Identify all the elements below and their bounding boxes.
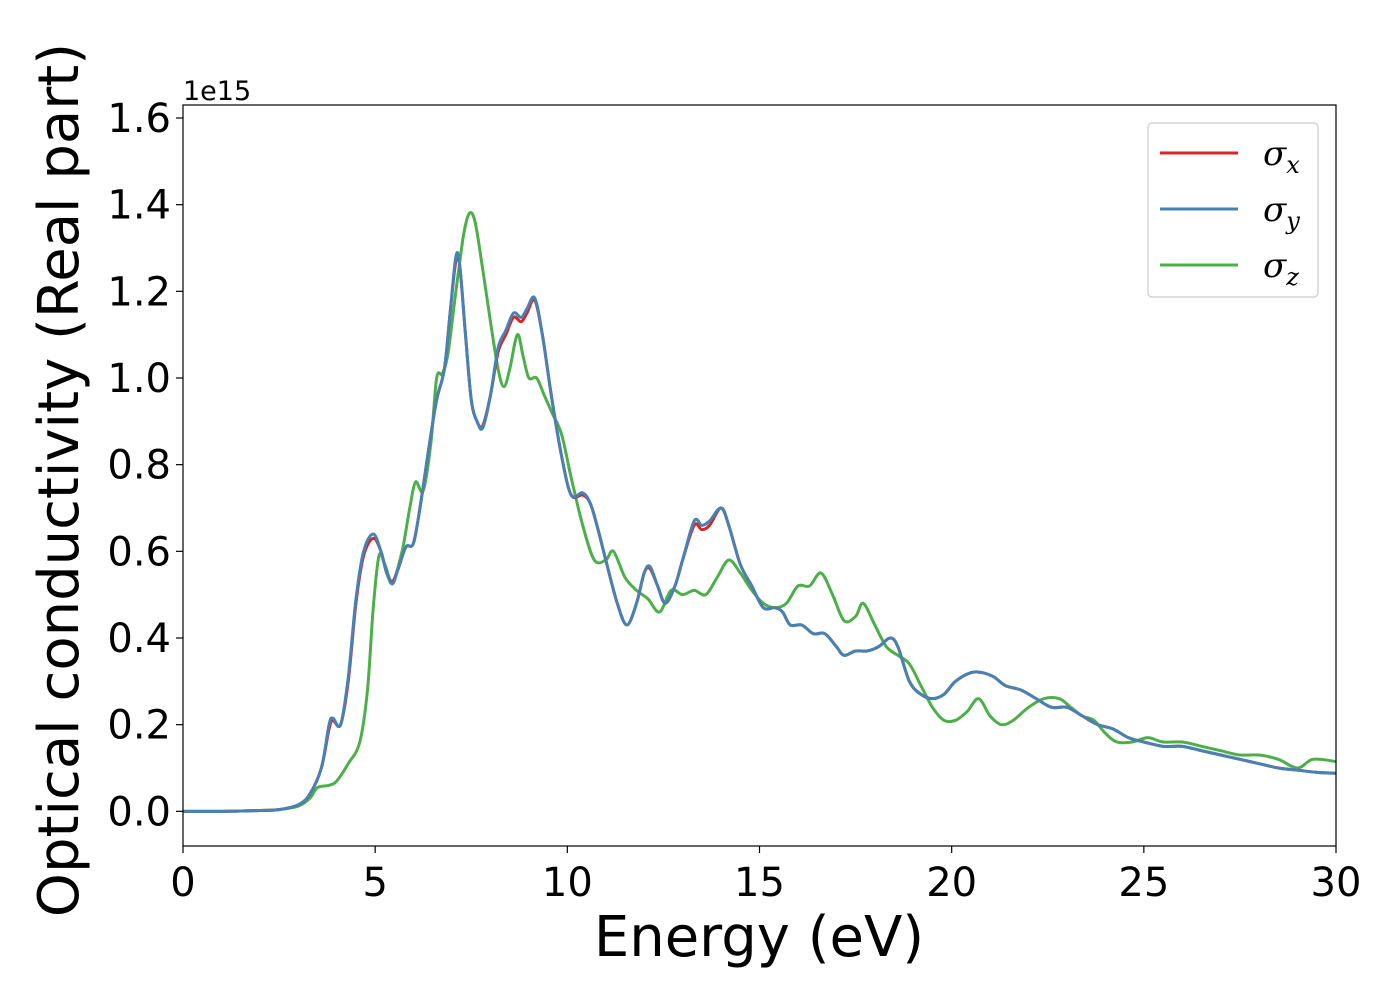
x-tick-label: 10 bbox=[542, 860, 593, 906]
y-tick-label: 1.6 bbox=[107, 96, 171, 142]
y-offset-text: 1e15 bbox=[183, 76, 251, 107]
series-line-x bbox=[183, 254, 1336, 813]
y-tick-label: 1.4 bbox=[107, 183, 171, 229]
y-tick-label: 1.2 bbox=[107, 269, 171, 315]
legend-label-x: σx bbox=[1263, 134, 1300, 179]
x-tick-label: 25 bbox=[1118, 860, 1169, 906]
x-tick-label: 15 bbox=[734, 860, 785, 906]
y-tick-label: 0.8 bbox=[107, 443, 171, 489]
x-tick-label: 20 bbox=[926, 860, 977, 906]
legend-label-z: σz bbox=[1263, 246, 1299, 291]
y-tick-label: 0.4 bbox=[107, 616, 171, 662]
legend-label-y: σy bbox=[1263, 190, 1300, 235]
x-axis-title: Energy (eV) bbox=[594, 905, 924, 970]
y-tick-label: 0.0 bbox=[107, 789, 171, 835]
series-line-y bbox=[183, 250, 1336, 813]
x-tick-label: 5 bbox=[362, 860, 387, 906]
y-tick-label: 0.2 bbox=[107, 703, 171, 749]
y-axis: 0.0 0.2 0.4 0.6 0.8 1.0 1.2 1.4 1.6 bbox=[107, 96, 183, 835]
y-tick-label: 0.6 bbox=[107, 529, 171, 575]
x-tick-label: 30 bbox=[1311, 860, 1362, 906]
series-group bbox=[183, 211, 1336, 813]
series-line-z bbox=[183, 211, 1336, 813]
legend: σx σy σz bbox=[1147, 122, 1319, 298]
x-axis: 0 5 10 15 20 25 30 bbox=[170, 846, 1361, 906]
x-tick-label: 0 bbox=[170, 860, 195, 906]
y-tick-label: 1.0 bbox=[107, 356, 171, 402]
y-axis-title: Optical conductivity (Real part) bbox=[27, 43, 92, 917]
